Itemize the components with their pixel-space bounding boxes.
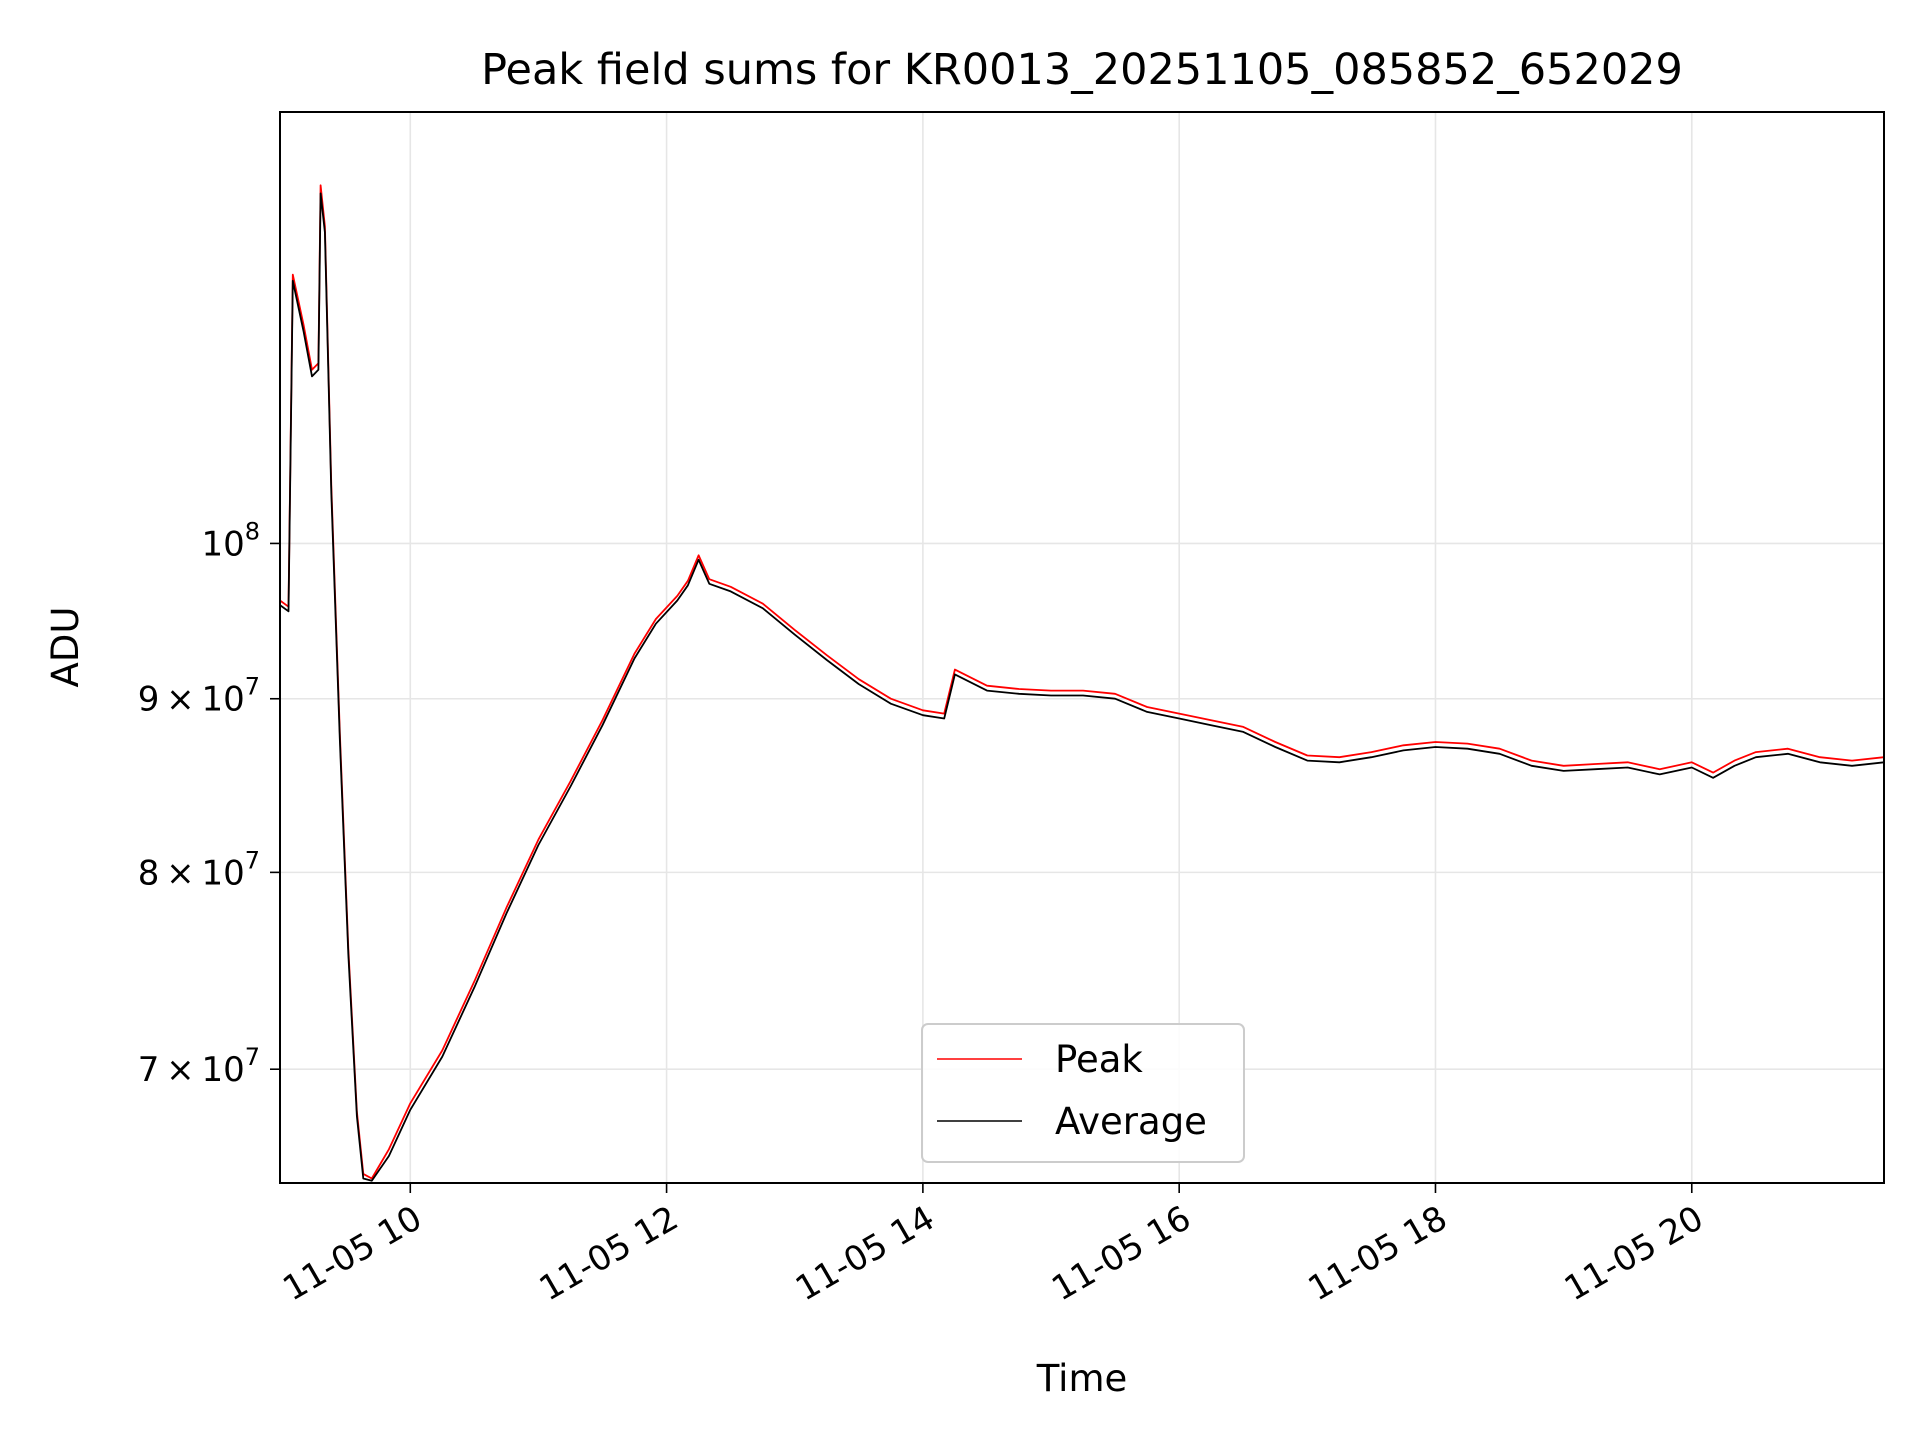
grid [280,112,1884,1183]
y-axis-ticks: 7 × 107 8 × 107 9 × 107 108 [138,517,280,1090]
x-axis-label: Time [1036,1357,1128,1400]
y-tick-label: 108 [201,517,260,564]
y-tick-label: 8 × 107 [138,846,260,893]
legend-label-peak: Peak [1055,1038,1143,1081]
y-tick-label: 9 × 107 [138,673,260,720]
y-axis-label: ADU [44,607,87,688]
chart-title: Peak field sums for KR0013_20251105_0858… [481,45,1683,95]
series-layer [279,184,1885,1182]
legend: Peak Average [921,1023,1245,1163]
legend-label-average: Average [1055,1100,1207,1143]
y-tick-label: 7 × 107 [138,1043,260,1090]
series-line-average [279,192,1885,1182]
plot-frame [279,111,1885,1184]
